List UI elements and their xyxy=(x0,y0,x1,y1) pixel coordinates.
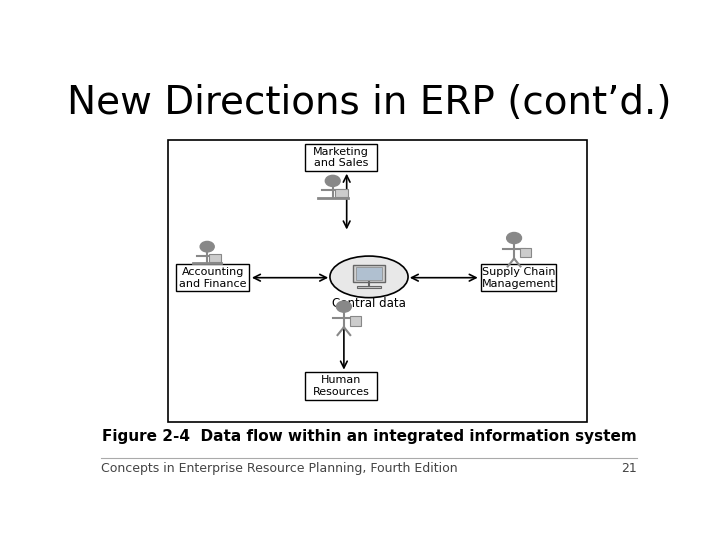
Circle shape xyxy=(325,176,340,186)
FancyBboxPatch shape xyxy=(353,265,385,282)
FancyBboxPatch shape xyxy=(357,286,381,288)
FancyBboxPatch shape xyxy=(210,254,221,262)
Text: Central data: Central data xyxy=(332,297,406,310)
Circle shape xyxy=(336,301,351,312)
Text: 21: 21 xyxy=(621,462,637,475)
FancyBboxPatch shape xyxy=(481,265,556,292)
Text: New Directions in ERP (cont’d.): New Directions in ERP (cont’d.) xyxy=(67,84,671,122)
FancyBboxPatch shape xyxy=(305,373,377,400)
Ellipse shape xyxy=(330,256,408,298)
Text: Marketing
and Sales: Marketing and Sales xyxy=(313,146,369,168)
FancyBboxPatch shape xyxy=(521,247,531,257)
Circle shape xyxy=(507,233,521,244)
FancyBboxPatch shape xyxy=(168,140,587,422)
FancyBboxPatch shape xyxy=(335,189,348,197)
Text: Concepts in Enterprise Resource Planning, Fourth Edition: Concepts in Enterprise Resource Planning… xyxy=(101,462,458,475)
Circle shape xyxy=(200,241,215,252)
Text: Figure 2-4  Data flow within an integrated information system: Figure 2-4 Data flow within an integrate… xyxy=(102,429,636,444)
Text: Accounting
and Finance: Accounting and Finance xyxy=(179,267,246,289)
FancyBboxPatch shape xyxy=(350,316,361,326)
Text: Supply Chain
Management: Supply Chain Management xyxy=(482,267,555,289)
FancyBboxPatch shape xyxy=(356,267,382,280)
FancyBboxPatch shape xyxy=(176,265,249,292)
Text: Human
Resources: Human Resources xyxy=(312,375,369,397)
FancyBboxPatch shape xyxy=(305,144,377,171)
